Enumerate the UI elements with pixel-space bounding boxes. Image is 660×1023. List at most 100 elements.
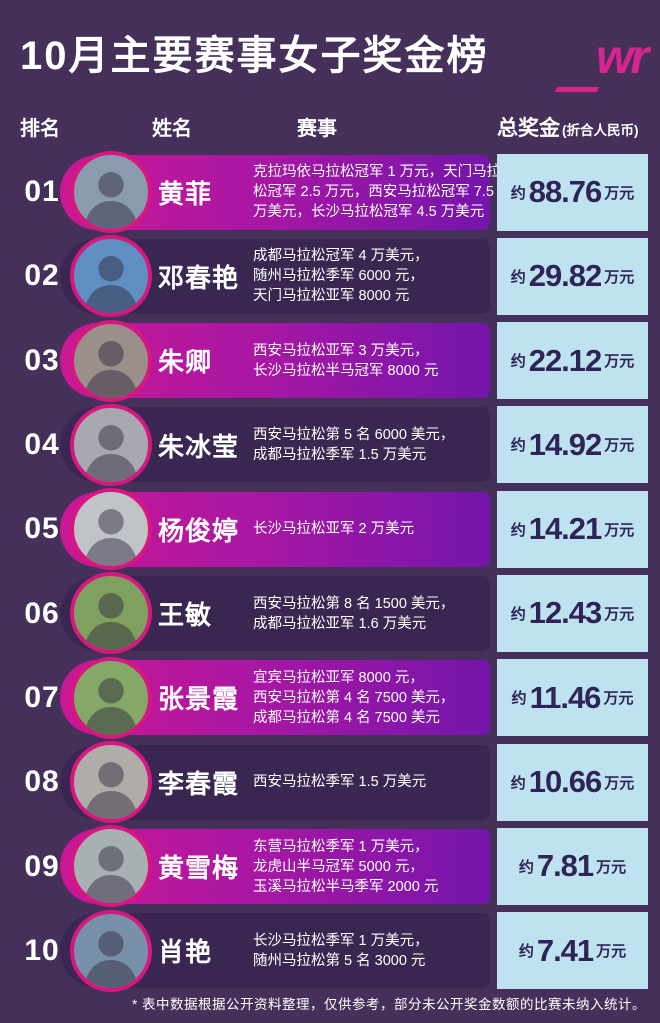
column-header-row: 排名 姓名 赛事 总奖金 (折合人民币) xyxy=(0,112,660,142)
leaderboard-table: 01 黄菲 克拉玛依马拉松冠军 1 万元，天门马拉 松冠军 2.5 万元，西安马拉… xyxy=(0,150,660,993)
events-text: 宜宾马拉松亚军 8000 元， 西安马拉松第 4 名 7500 美元， 成都马拉松第… xyxy=(253,656,493,740)
events-text-line: 玉溪马拉松半马季军 2000 元 xyxy=(253,878,439,895)
column-header-name: 姓名 xyxy=(152,118,192,140)
events-text-line: 龙虎山半马冠军 5000 元， xyxy=(253,858,424,875)
events-text: 东营马拉松季军 1 万美元， 龙虎山半马冠军 5000 元， 玉溪马拉松半马季军 2… xyxy=(253,824,493,908)
athlete-name: 朱冰莹 xyxy=(158,431,240,462)
events-text-line: 长沙马拉松半马冠军 8000 元 xyxy=(253,362,439,379)
events-text-line: 西安马拉松亚军 3 万美元， xyxy=(253,342,429,359)
prize-unit-label: 万元 xyxy=(604,353,635,371)
prize-unit-label: 万元 xyxy=(596,943,627,961)
column-header-prize-label: 总奖金 xyxy=(497,117,560,140)
events-text-line: 成都马拉松季军 1.5 万美元 xyxy=(253,447,427,464)
table-row: 09 黄雪梅 东营马拉松季军 1 万美元， 龙虎山半马冠军 5000 元， 玉溪马拉… xyxy=(0,824,660,908)
events-text-line: 西安马拉松第 4 名 7500 美元， xyxy=(253,689,455,706)
events-text: 克拉玛依马拉松冠军 1 万元，天门马拉 松冠军 2.5 万元，西安马拉松冠军 7.… xyxy=(253,150,502,234)
prize-value: 22.12 xyxy=(528,342,603,378)
prize-unit-label: 万元 xyxy=(604,774,635,792)
prize-value: 12.43 xyxy=(528,595,603,631)
events-text-line: 克拉玛依马拉松冠军 1 万元，天门马拉 xyxy=(253,164,502,181)
prize-approx-label: 约 xyxy=(510,774,526,792)
prize-value: 88.76 xyxy=(528,174,603,209)
rank-label: 04 xyxy=(24,428,60,462)
prize-unit-label: 万元 xyxy=(604,268,635,286)
rank-label: 01 xyxy=(24,175,60,209)
rank-label: 10 xyxy=(24,933,60,967)
athlete-avatar xyxy=(70,235,152,318)
athlete-avatar xyxy=(70,572,152,655)
events-text: 西安马拉松第 8 名 1500 美元， 成都马拉松亚军 1.6 万美元 xyxy=(253,571,493,655)
column-header-events: 赛事 xyxy=(297,118,337,140)
person-silhouette-icon xyxy=(83,930,139,988)
events-text-line: 随州马拉松第 5 名 3000 元 xyxy=(253,952,426,969)
rank-label: 08 xyxy=(24,765,60,799)
rank-label: 09 xyxy=(24,849,60,883)
table-row: 06 王敏 西安马拉松第 8 名 1500 美元， 成都马拉松亚军 1.6 万美元… xyxy=(0,571,660,655)
events-text-line: 长沙马拉松亚军 2 万美元 xyxy=(253,521,415,538)
events-text-line: 随州马拉松季军 6000 元， xyxy=(253,268,424,285)
person-silhouette-icon xyxy=(83,677,139,735)
events-text: 成都马拉松冠军 4 万美元， 随州马拉松季军 6000 元， 天门马拉松亚军 800… xyxy=(253,234,493,318)
events-text-line: 松冠军 2.5 万元，西安马拉松冠军 7.5 xyxy=(253,184,494,201)
table-row: 08 李春霞 西安马拉松季军 1.5 万美元 约 10.66 万元 xyxy=(0,740,660,824)
events-text-line: 天门马拉松亚军 8000 元 xyxy=(253,288,410,305)
prize-box: 约 88.76 万元 xyxy=(497,153,648,231)
events-text: 长沙马拉松亚军 2 万美元 xyxy=(253,487,493,571)
prize-approx-label: 约 xyxy=(510,437,526,455)
athlete-avatar xyxy=(70,825,152,908)
prize-box: 约 29.82 万元 xyxy=(497,237,648,315)
athlete-name: 邓春艳 xyxy=(158,262,240,293)
events-text-line: 成都马拉松亚军 1.6 万美元 xyxy=(253,615,427,632)
rank-label: 07 xyxy=(24,680,60,714)
athlete-name: 张景霞 xyxy=(158,684,240,715)
athlete-name: 朱卿 xyxy=(158,347,213,378)
prize-unit-label: 万元 xyxy=(604,184,635,202)
wr-logo: wr xyxy=(550,31,649,90)
prize-box: 约 10.66 万元 xyxy=(497,743,648,821)
rank-label: 03 xyxy=(24,343,60,377)
prize-value: 14.21 xyxy=(528,511,603,547)
person-silhouette-icon xyxy=(83,762,139,820)
events-text-line: 西安马拉松季军 1.5 万美元 xyxy=(253,774,427,791)
table-row: 01 黄菲 克拉玛依马拉松冠军 1 万元，天门马拉 松冠军 2.5 万元，西安马拉… xyxy=(0,150,660,234)
prize-approx-label: 约 xyxy=(518,943,534,961)
athlete-name: 杨俊婷 xyxy=(158,515,240,546)
prize-box: 约 7.41 万元 xyxy=(497,912,648,990)
prize-value: 29.82 xyxy=(528,258,603,294)
athlete-avatar xyxy=(70,909,152,992)
prize-unit-label: 万元 xyxy=(604,521,635,539)
events-text-line: 西安马拉松第 5 名 6000 美元， xyxy=(253,427,455,444)
table-row: 03 朱卿 西安马拉松亚军 3 万美元， 长沙马拉松半马冠军 8000 元 约 2… xyxy=(0,319,660,403)
athlete-avatar xyxy=(70,319,152,402)
athlete-name: 黄菲 xyxy=(158,178,213,209)
athlete-name: 李春霞 xyxy=(158,768,240,799)
events-text: 西安马拉松第 5 名 6000 美元， 成都马拉松季军 1.5 万美元 xyxy=(253,403,493,487)
prize-box: 约 7.81 万元 xyxy=(497,827,648,905)
prize-value: 14.92 xyxy=(528,426,603,462)
person-silhouette-icon xyxy=(83,340,139,398)
prize-unit-label: 万元 xyxy=(604,605,635,623)
prize-unit-label: 万元 xyxy=(603,690,634,708)
prize-value: 7.41 xyxy=(536,932,594,968)
wr-logo-text: wr xyxy=(595,31,649,84)
table-row: 10 肖艳 长沙马拉松季军 1 万美元， 随州马拉松第 5 名 3000 元 约 … xyxy=(0,909,660,993)
column-header-prize-note: (折合人民币) xyxy=(562,123,639,138)
events-text-line: 长沙马拉松季军 1 万美元， xyxy=(253,932,429,949)
prize-approx-label: 约 xyxy=(510,268,526,286)
table-row: 02 邓春艳 成都马拉松冠军 4 万美元， 随州马拉松季军 6000 元， 天门马拉… xyxy=(0,234,660,318)
table-row: 07 张景霞 宜宾马拉松亚军 8000 元， 西安马拉松第 4 名 7500 美元… xyxy=(0,656,660,740)
athlete-name: 肖艳 xyxy=(158,937,213,968)
prize-box: 约 22.12 万元 xyxy=(497,322,648,400)
column-header-prize: 总奖金 (折合人民币) xyxy=(497,112,639,142)
rank-label: 02 xyxy=(24,259,60,293)
prize-approx-label: 约 xyxy=(510,184,526,202)
prize-value: 10.66 xyxy=(528,764,603,800)
prize-approx-label: 约 xyxy=(510,521,526,539)
athlete-name: 黄雪梅 xyxy=(158,853,240,884)
prize-unit-label: 万元 xyxy=(596,858,627,876)
person-silhouette-icon xyxy=(83,593,139,651)
prize-approx-label: 约 xyxy=(518,858,534,876)
athlete-avatar xyxy=(70,403,152,486)
footnote: * 表中数据根据公开资料整理，仅供参考，部分未公开奖金数额的比赛未纳入统计。 xyxy=(131,997,646,1012)
events-text: 西安马拉松亚军 3 万美元， 长沙马拉松半马冠军 8000 元 xyxy=(253,319,493,403)
